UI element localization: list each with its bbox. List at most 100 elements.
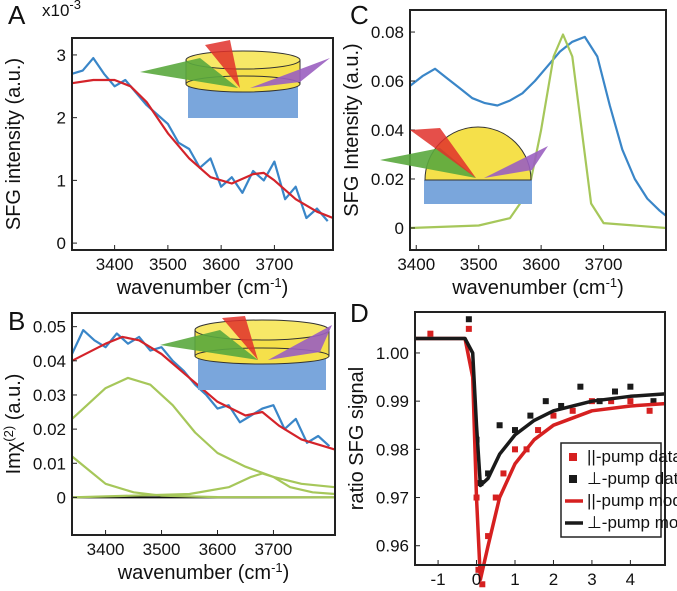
x-tick-label: -1 [431,570,446,589]
y-tick-label: 0 [57,234,66,253]
x-axis-label: wavenumber (cm-1) [116,275,289,300]
data-point [650,398,657,405]
axis-multiplier: x10-3 [42,0,81,20]
y-tick-label: 0 [395,219,404,238]
y-axis-label: Imχ(2) (a.u.) [1,374,26,475]
data-point [479,581,486,588]
data-point [465,316,472,323]
data-line [409,33,667,230]
data-point [550,412,557,419]
label-part: wavenumber (cm [451,277,605,299]
y-tick-label: 0.08 [371,23,404,42]
data-point [485,533,492,540]
y-tick-label: 0 [57,488,66,507]
plot-frame [414,311,666,566]
data-point [496,422,503,429]
data-point [646,407,653,414]
panel-label: D [350,298,369,328]
data-point [535,427,542,434]
y-tick-label: 0.97 [376,489,409,508]
x-tick-label: 3 [587,570,596,589]
legend-label: ||-pump model [587,491,677,510]
x-tick-label: 3600 [202,255,240,274]
legend-label: ⊥-pump model [587,513,677,532]
data-point [465,325,472,332]
y-tick-label: 0.05 [33,318,66,337]
x-tick-label: 3500 [460,255,498,274]
data-point [512,446,518,453]
inset-a [140,40,330,118]
y-axis-label: SFG Intensity (a.u.) [341,43,363,216]
data-point [500,470,507,477]
data-point [512,427,518,434]
inset-b [160,316,332,390]
data-line [415,336,666,488]
inset-c [380,126,548,204]
y-tick-label: 0.06 [371,72,404,91]
y-axis-label: ratio SFG signal [346,367,368,510]
y-axis-label: SFG intensity (a.u.) [3,58,25,230]
y-tick-label: 0.02 [33,420,66,439]
data-line [71,78,334,220]
superscript: -1 [270,275,282,290]
data-point [542,398,549,405]
x-tick-label: 3700 [255,540,293,559]
panel-label: A [8,0,26,30]
y-tick-label: 0.02 [371,170,404,189]
panel-label: C [350,0,369,30]
y-tick-label: 1.00 [376,344,409,363]
x-tick-label: 3400 [87,540,125,559]
data-point [577,383,584,390]
superscript: -1 [271,560,283,575]
x-tick-label: 3700 [585,255,623,274]
data-point [608,398,615,405]
data-point [492,494,499,501]
y-tick-label: 3 [57,46,66,65]
data-line [71,472,336,499]
label-part: ) [617,277,624,299]
label-part: (a.u.) [3,374,25,426]
plot-frame [71,312,336,536]
x-tick-label: 3400 [397,255,435,274]
data-line [71,455,336,499]
x-tick-label: 3700 [255,255,293,274]
y-tick-label: 0.99 [376,392,409,411]
x-tick-label: 2 [549,570,558,589]
data-point [627,383,634,390]
legend-label: ||-pump data [587,447,677,466]
superscript: -3 [69,0,81,12]
x-tick-label: 0 [472,570,481,589]
panel: D0.960.970.980.991.00-101234pump-probe t… [346,298,677,589]
x-tick-label: 3400 [96,255,134,274]
data-point [627,398,634,405]
data-line [409,35,667,217]
y-tick-label: 1 [57,171,66,190]
data-point [427,330,434,337]
y-tick-label: 0.01 [33,454,66,473]
legend-marker [569,475,577,483]
label-part: ) [282,277,289,299]
data-point [558,402,565,409]
x-tick-label: 3600 [199,540,237,559]
data-line [71,376,336,489]
plot-frame [71,37,334,251]
x-tick-label: 3600 [522,255,560,274]
data-point [612,388,618,395]
data-point [569,407,576,414]
x-axis-label: wavenumber (cm-1) [451,275,624,300]
y-tick-label: 0.96 [376,537,409,556]
label-part: wavenumber (cm [117,562,271,584]
x-tick-label: 1 [510,570,519,589]
data-point [485,470,492,477]
label-part: wavenumber (cm [116,277,270,299]
superscript: (2) [1,426,16,442]
x-axis-label: wavenumber (cm-1) [117,560,290,585]
legend-marker [569,453,577,461]
x-tick-label: 4 [626,570,635,589]
label-part: ) [283,562,290,584]
x-tick-label: 3500 [143,540,181,559]
